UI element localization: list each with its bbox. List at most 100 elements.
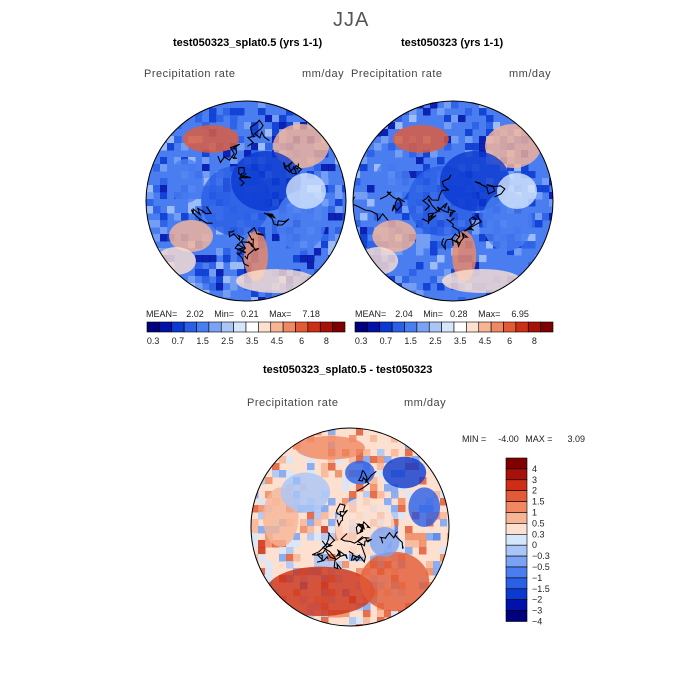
field-cell <box>146 269 154 277</box>
field-cell <box>549 101 553 109</box>
field-cell <box>377 610 385 618</box>
field-cell <box>223 255 231 263</box>
field-cell <box>528 234 536 242</box>
field-cell <box>447 442 449 450</box>
field-cell <box>209 157 217 165</box>
field-cell <box>472 290 480 298</box>
field-cell <box>395 115 403 123</box>
field-cell <box>265 477 273 485</box>
colorbar-swatch <box>527 321 541 333</box>
field-cell <box>307 428 315 436</box>
field-region <box>497 173 538 209</box>
field-cell <box>174 136 182 144</box>
field-cell <box>174 297 182 301</box>
field-cell <box>181 108 189 116</box>
field-cell <box>465 290 473 298</box>
field-cell <box>293 624 301 626</box>
field-cell <box>514 290 522 298</box>
colorbar-swatch <box>505 555 528 568</box>
field-cell <box>153 262 161 270</box>
field-cell <box>321 129 329 137</box>
field-cell <box>328 498 336 506</box>
colorbar-swatch <box>404 321 418 333</box>
colorbar-swatch <box>505 588 528 600</box>
field-cell <box>458 129 466 137</box>
field-cell <box>251 227 259 235</box>
field-cell <box>353 150 361 158</box>
field-cell <box>440 435 448 443</box>
field-cell <box>521 101 529 109</box>
field-cell <box>244 150 252 158</box>
field-cell <box>356 617 364 625</box>
field-cell <box>451 290 459 298</box>
field-cell <box>416 290 424 298</box>
field-cell <box>514 283 522 291</box>
field-cell <box>507 297 515 301</box>
field-cell <box>381 150 389 158</box>
colorbar-swatch <box>503 321 517 333</box>
field-cell <box>328 206 336 214</box>
field-cell <box>433 456 441 464</box>
field-cell <box>384 498 392 506</box>
field-cell <box>353 248 361 256</box>
field-cell <box>188 297 196 301</box>
colorbar-level-label: 4 <box>532 464 537 474</box>
field-cell <box>542 297 550 301</box>
field-cell <box>528 129 536 137</box>
field-cell <box>360 143 368 151</box>
field-cell <box>195 269 203 277</box>
field-cell <box>160 192 168 200</box>
field-cell <box>153 255 161 263</box>
field-cell <box>398 512 406 520</box>
field-cell <box>367 283 375 291</box>
field-cell <box>391 617 399 625</box>
field-cell <box>405 540 413 548</box>
field-cell <box>370 484 378 492</box>
field-cell <box>293 540 301 548</box>
field-cell <box>430 276 438 284</box>
colorbar-level-label: 3 <box>532 475 537 485</box>
field-cell <box>356 624 364 626</box>
field-cell <box>412 533 420 541</box>
field-cell <box>391 624 399 626</box>
map-panel-2 <box>352 100 554 302</box>
colorbar-tick-label: 4.5 <box>479 336 492 346</box>
field-cell <box>286 456 294 464</box>
field-cell <box>353 276 361 284</box>
field-cell <box>314 512 322 520</box>
panel1-mean-label: MEAN= <box>146 309 178 319</box>
field-cell <box>342 213 346 221</box>
field-cell <box>398 428 406 436</box>
field-cell <box>402 283 410 291</box>
field-cell <box>286 610 294 618</box>
field-cell <box>549 297 553 301</box>
field-cell <box>395 122 403 130</box>
field-cell <box>419 624 427 626</box>
colorbar-tick-label: 4.5 <box>271 336 284 346</box>
field-cell <box>465 129 473 137</box>
field-cell <box>360 241 368 249</box>
field-cell <box>395 199 403 207</box>
coastline <box>190 119 303 267</box>
field-cell <box>251 596 259 604</box>
field-cell <box>395 206 403 214</box>
field-cell <box>391 505 399 513</box>
field-cell <box>258 115 266 123</box>
field-cell <box>377 456 385 464</box>
field-cell <box>335 199 343 207</box>
field-cell <box>388 143 396 151</box>
field-cell <box>521 108 529 116</box>
field-cell <box>514 108 522 116</box>
field-cell <box>244 297 252 301</box>
field-cell <box>279 624 287 626</box>
field-cell <box>167 157 175 165</box>
field-cell <box>195 199 203 207</box>
panel3-max: 3.09 <box>567 434 586 444</box>
colorbar-swatch <box>505 512 528 524</box>
field-cell <box>426 449 434 457</box>
field-cell <box>360 213 368 221</box>
field-cell <box>216 283 224 291</box>
field-cell <box>328 164 336 172</box>
field-cell <box>265 122 273 130</box>
panel2-min: 0.28 <box>450 309 468 319</box>
